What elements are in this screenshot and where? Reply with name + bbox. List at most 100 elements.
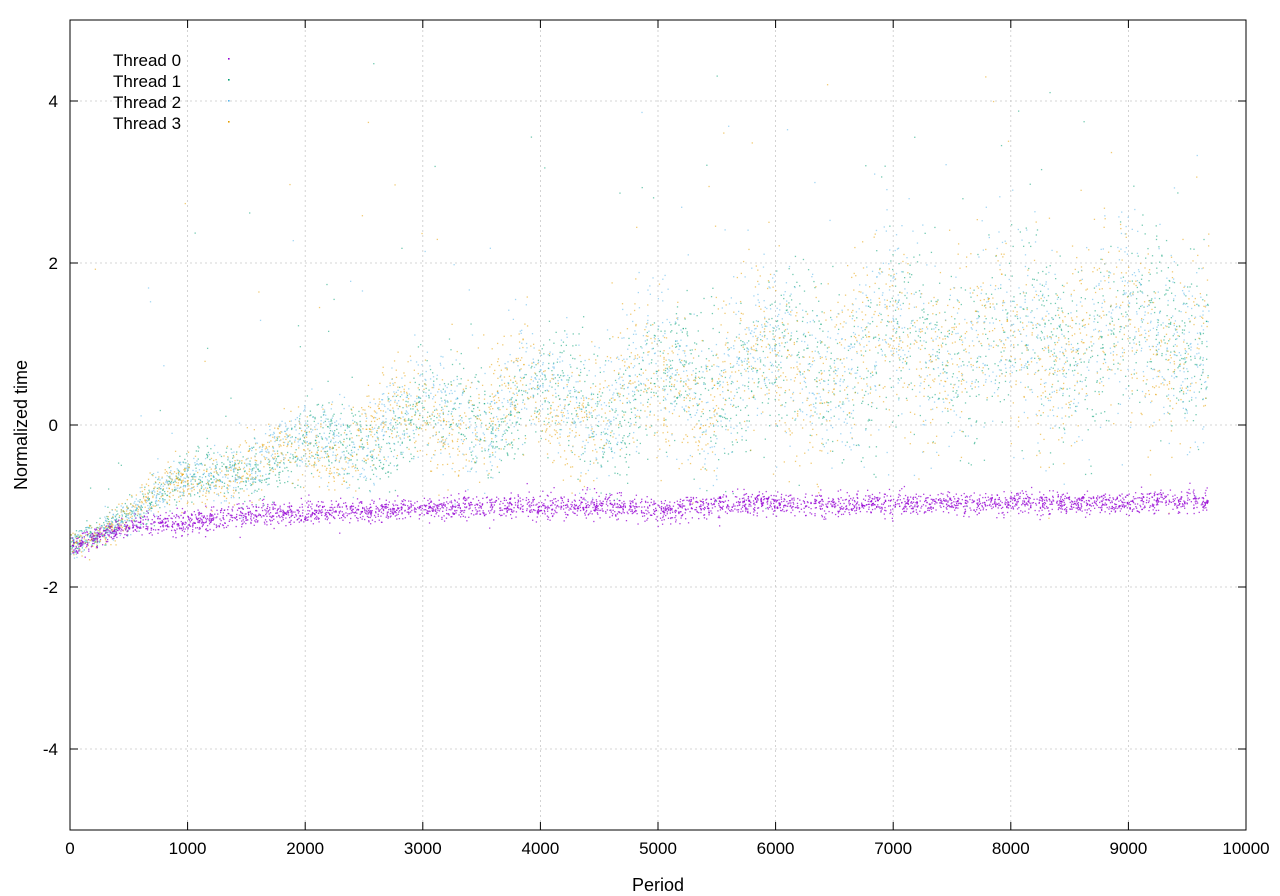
data-point	[820, 373, 823, 375]
data-point	[105, 544, 107, 546]
data-point	[692, 379, 695, 382]
data-point	[555, 430, 557, 432]
data-point	[279, 482, 281, 484]
data-point	[1141, 224, 1143, 226]
data-point	[346, 424, 349, 426]
data-point	[911, 320, 913, 322]
data-point	[186, 453, 188, 455]
data-point	[543, 353, 545, 355]
data-point	[1027, 269, 1029, 271]
data-point	[772, 333, 774, 335]
data-point	[825, 319, 827, 321]
data-point	[595, 359, 597, 361]
data-point	[136, 524, 138, 526]
data-point	[169, 477, 171, 479]
data-point	[517, 448, 519, 450]
data-point	[495, 446, 497, 448]
data-point	[129, 516, 132, 519]
data-point	[404, 375, 406, 377]
data-point	[832, 450, 834, 452]
data-point	[559, 351, 561, 354]
data-point	[1178, 365, 1180, 367]
data-point	[743, 420, 746, 423]
data-point	[1080, 279, 1082, 281]
data-point	[907, 272, 909, 274]
data-point	[1076, 256, 1078, 259]
data-point	[864, 334, 867, 336]
data-point	[856, 369, 859, 371]
data-point	[518, 437, 520, 440]
data-point	[653, 372, 655, 375]
data-point	[1203, 305, 1205, 307]
data-point	[175, 504, 177, 506]
data-point	[1032, 278, 1034, 280]
data-point	[1167, 266, 1169, 269]
data-point	[1145, 383, 1147, 385]
data-point	[789, 430, 791, 432]
data-point	[1025, 344, 1027, 347]
data-point	[1129, 293, 1131, 295]
data-point	[556, 437, 559, 439]
data-point	[1040, 414, 1042, 417]
data-point	[690, 313, 692, 315]
data-point	[535, 401, 537, 403]
data-point	[1135, 280, 1137, 282]
data-point	[723, 416, 726, 419]
data-point	[350, 459, 352, 461]
data-point	[1017, 416, 1020, 418]
data-point	[567, 404, 570, 406]
data-point	[1074, 410, 1076, 412]
data-point	[164, 493, 166, 495]
data-point	[808, 356, 811, 358]
data-point	[177, 490, 179, 492]
data-point	[1042, 392, 1044, 394]
data-point	[799, 382, 801, 384]
data-point	[341, 483, 343, 485]
data-point	[985, 333, 987, 336]
data-point	[1004, 375, 1007, 377]
data-point	[542, 344, 545, 346]
data-point	[81, 536, 83, 538]
data-point	[609, 492, 611, 495]
data-point	[194, 232, 196, 234]
data-point	[1127, 304, 1129, 306]
data-point	[751, 368, 753, 370]
data-point	[80, 529, 83, 532]
data-point	[454, 408, 457, 411]
data-point	[965, 351, 967, 353]
data-point	[1116, 354, 1118, 356]
data-point	[1010, 417, 1012, 419]
data-point	[971, 382, 973, 385]
data-point	[1018, 420, 1020, 422]
data-point	[389, 404, 392, 406]
data-point	[741, 361, 743, 363]
data-point	[628, 442, 631, 445]
series-1	[70, 63, 1209, 555]
data-point	[1051, 317, 1053, 319]
data-point	[1072, 350, 1074, 352]
data-point	[1019, 369, 1021, 371]
data-point	[935, 313, 937, 316]
data-point	[1011, 275, 1013, 277]
data-point	[309, 452, 311, 455]
data-point	[933, 380, 935, 383]
data-point	[1207, 303, 1209, 306]
data-point	[941, 342, 944, 344]
data-point	[814, 411, 816, 413]
data-point	[827, 404, 829, 407]
data-point	[396, 404, 398, 407]
data-point	[997, 345, 999, 347]
data-point	[436, 238, 438, 241]
data-point	[299, 486, 302, 488]
data-point	[428, 397, 430, 399]
data-point	[358, 445, 361, 448]
data-point	[594, 409, 596, 411]
data-point	[804, 452, 806, 454]
data-point	[713, 430, 716, 433]
data-point	[970, 357, 972, 360]
data-point	[80, 535, 83, 537]
data-point	[103, 522, 105, 524]
data-point	[1172, 407, 1174, 410]
data-point	[291, 436, 293, 438]
data-point	[479, 419, 482, 421]
